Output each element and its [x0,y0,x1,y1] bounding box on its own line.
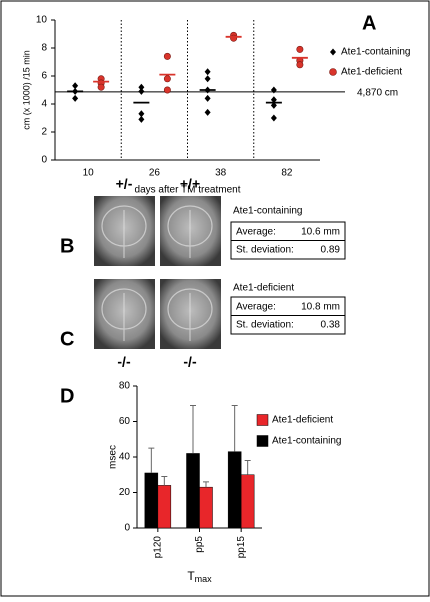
y-tick-label: 8 [41,43,47,54]
bar [227,451,242,529]
y-tick-label: 4 [41,99,47,110]
x-tick-label: 82 [281,168,293,179]
error-bar [203,481,209,488]
x-tick-label: 38 [215,168,227,179]
data-point [138,110,145,118]
y-tick-label: 0 [41,155,47,166]
data-point [204,75,211,83]
mri-images [94,196,221,349]
legend-marker [256,435,269,447]
reference-label: 4,870 cm [357,87,398,98]
y-tick-label: 0 [124,523,130,534]
data-point [270,86,277,94]
data-point [296,45,304,53]
y-tick-label: 20 [119,487,131,498]
genotype: +/- [116,176,133,192]
legend-label: Ate1-containing [272,436,342,447]
genotype: -/- [117,354,131,370]
error-bar [148,447,155,473]
y-tick-label: 2 [41,127,47,138]
y-axis-label: msec [108,445,119,469]
x-axis-label: days after TM treatment [135,185,241,196]
legend-label: Ate1-deficient [272,415,333,426]
x-tick-label: pp5 [194,536,205,553]
panel-letter: A [362,12,376,34]
group-label: Ate1-containing [233,206,303,217]
bar [186,453,200,529]
error-bar [231,405,238,452]
bar [240,474,255,529]
legend-label: Ate1-deficient [341,67,402,78]
data-point [97,83,105,91]
bar [144,472,159,529]
y-tick-label: 60 [119,416,131,427]
data-point [72,94,79,102]
stat-value: 0.38 [321,320,341,331]
y-tick-label: 6 [41,71,47,82]
data-point [163,86,171,94]
mri-detail [101,205,213,341]
x-tick-label: 26 [149,168,161,179]
x-axis-label-main: T [187,569,195,583]
data-point [163,52,171,60]
data-point [138,83,145,91]
genotype: -/- [183,354,197,370]
data-point [296,61,304,69]
y-tick-label: 40 [119,452,131,463]
panel-letter: B [60,235,74,257]
bar [199,486,213,529]
bar [157,485,172,529]
error-bar [244,460,251,475]
y-axis-label: cm (x 1000) /15 min [21,50,31,130]
panel-letter: D [60,385,74,407]
data-point [138,87,145,95]
genotype: +/+ [180,176,200,192]
data-point [270,114,277,122]
stat-label: Average: [236,302,276,313]
data-point [163,75,171,83]
data-point [204,108,211,116]
x-axis-label: Tmax [187,569,212,584]
data-point [270,96,277,104]
x-axis-label-sub: max [195,574,213,584]
data-point [72,82,79,90]
error-bar [190,405,196,454]
stat-value: 10.6 mm [301,227,340,238]
data-point [204,94,211,102]
legend-marker [329,68,337,76]
data-point [138,115,145,123]
legend-marker [256,414,269,426]
x-tick-label: p120 [152,536,163,559]
x-tick-label: pp15 [236,536,247,559]
legend-marker [330,48,336,56]
stat-value: 10.8 mm [301,302,340,313]
stat-label: St. deviation: [236,320,294,331]
data-point [270,101,277,109]
data-point [204,68,211,76]
error-bar [161,476,168,486]
stat-value: 0.89 [321,245,341,256]
y-tick-label: 80 [119,381,131,392]
y-tick-label: 10 [36,15,48,26]
stat-label: Average: [236,227,276,238]
stat-label: St. deviation: [236,245,294,256]
panel-letter: C [60,328,74,350]
x-tick-label: 10 [83,168,95,179]
legend-label: Ate1-containing [341,47,411,58]
group-label: Ate1-deficient [233,283,294,294]
